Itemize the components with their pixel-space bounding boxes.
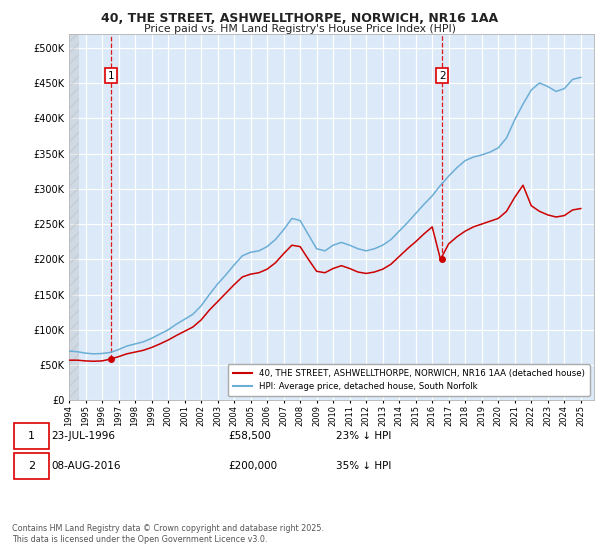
- Text: 2: 2: [28, 461, 35, 471]
- Text: This data is licensed under the Open Government Licence v3.0.: This data is licensed under the Open Gov…: [12, 535, 268, 544]
- Text: Contains HM Land Registry data © Crown copyright and database right 2025.: Contains HM Land Registry data © Crown c…: [12, 524, 324, 533]
- Text: 23% ↓ HPI: 23% ↓ HPI: [336, 431, 391, 441]
- Legend: 40, THE STREET, ASHWELLTHORPE, NORWICH, NR16 1AA (detached house), HPI: Average : 40, THE STREET, ASHWELLTHORPE, NORWICH, …: [227, 365, 590, 396]
- Text: 2: 2: [439, 71, 445, 81]
- Text: 40, THE STREET, ASHWELLTHORPE, NORWICH, NR16 1AA: 40, THE STREET, ASHWELLTHORPE, NORWICH, …: [101, 12, 499, 25]
- Text: Price paid vs. HM Land Registry's House Price Index (HPI): Price paid vs. HM Land Registry's House …: [144, 24, 456, 34]
- Text: 23-JUL-1996: 23-JUL-1996: [51, 431, 115, 441]
- Text: 35% ↓ HPI: 35% ↓ HPI: [336, 461, 391, 471]
- Text: £200,000: £200,000: [228, 461, 277, 471]
- Text: 1: 1: [28, 431, 35, 441]
- Text: £58,500: £58,500: [228, 431, 271, 441]
- Bar: [69, 34, 79, 400]
- Text: 08-AUG-2016: 08-AUG-2016: [51, 461, 121, 471]
- Text: 1: 1: [108, 71, 115, 81]
